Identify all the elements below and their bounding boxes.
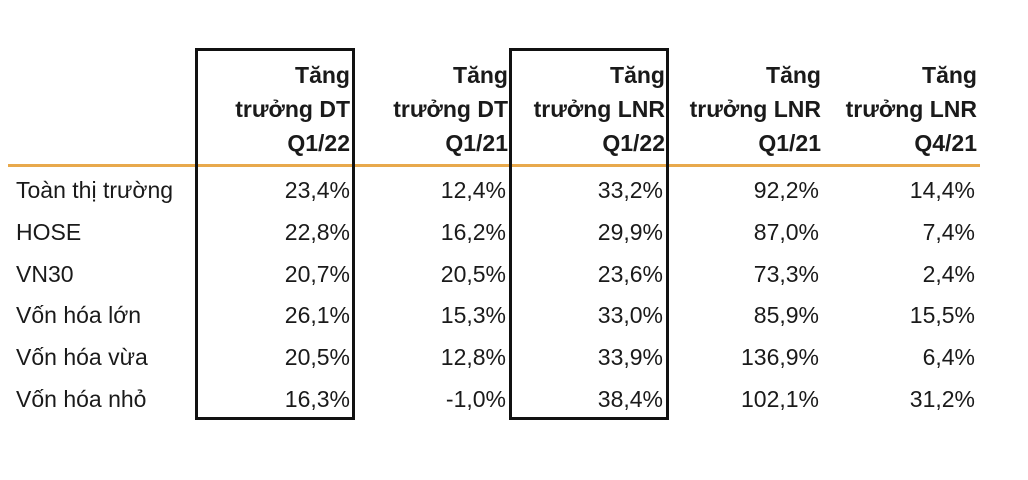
column-header-line: Q1/22 <box>602 130 665 156</box>
column-header-line: Q1/21 <box>445 130 508 156</box>
table-cell: 38,4% <box>597 386 663 412</box>
table-cell: 92,2% <box>753 177 819 203</box>
table-cell: 2,4% <box>922 261 975 287</box>
column-header-lnr-q1-22: Tăng trưởng LNR Q1/22 <box>534 58 665 160</box>
table-cell: 20,5% <box>440 261 506 287</box>
table-cell: 33,0% <box>597 302 663 328</box>
column-header-line: Tăng <box>610 62 665 88</box>
table-cell: 16,3% <box>284 386 350 412</box>
column-header-line: trưởng LNR <box>845 96 977 122</box>
column-header-line: trưởng DT <box>393 96 508 122</box>
column-header-line: trưởng LNR <box>689 96 821 122</box>
table-cell: 136,9% <box>740 344 819 370</box>
table-cell: 33,2% <box>597 177 663 203</box>
column-header-line: Tăng <box>766 62 821 88</box>
header-divider <box>8 164 980 167</box>
row-label: Vốn hóa nhỏ <box>16 386 147 412</box>
table-cell: 12,4% <box>440 177 506 203</box>
table-cell: 16,2% <box>440 219 506 245</box>
table-cell: 33,9% <box>597 344 663 370</box>
row-label: Vốn hóa lớn <box>16 302 142 328</box>
column-header-lnr-q4-21: Tăng trưởng LNR Q4/21 <box>846 58 977 160</box>
table-cell: 12,8% <box>440 344 506 370</box>
highlight-box-dt-q1-22 <box>195 48 355 420</box>
table-cell: 22,8% <box>284 219 350 245</box>
column-header-line: trưởng LNR <box>533 96 665 122</box>
column-header-lnr-q1-21: Tăng trưởng LNR Q1/21 <box>690 58 821 160</box>
row-label: Vốn hóa vừa <box>16 344 148 370</box>
table-cell: 73,3% <box>753 261 819 287</box>
table-cell: -1,0% <box>445 386 506 412</box>
table-cell: 7,4% <box>922 219 975 245</box>
column-header-dt-q1-21: Tăng trưởng DT Q1/21 <box>393 58 508 160</box>
column-header-line: Q4/21 <box>914 130 977 156</box>
table-cell: 6,4% <box>922 344 975 370</box>
table-cell: 20,7% <box>284 261 350 287</box>
table-cell: 15,5% <box>909 302 975 328</box>
column-header-line: Q1/21 <box>758 130 821 156</box>
column-header-line: Q1/22 <box>287 130 350 156</box>
highlight-box-lnr-q1-22 <box>509 48 669 420</box>
table-cell: 14,4% <box>909 177 975 203</box>
row-label: VN30 <box>16 261 74 287</box>
table-cell: 29,9% <box>597 219 663 245</box>
table-cell: 26,1% <box>284 302 350 328</box>
table-cell: 23,6% <box>597 261 663 287</box>
column-header-dt-q1-22: Tăng trưởng DT Q1/22 <box>235 58 350 160</box>
table-cell: 23,4% <box>284 177 350 203</box>
column-header-line: Tăng <box>453 62 508 88</box>
row-label: Toàn thị trường <box>16 177 174 203</box>
column-header-line: Tăng <box>295 62 350 88</box>
table-cell: 102,1% <box>740 386 819 412</box>
table-cell: 15,3% <box>440 302 506 328</box>
column-header-line: trưởng DT <box>235 96 350 122</box>
column-header-line: Tăng <box>922 62 977 88</box>
table-cell: 31,2% <box>909 386 975 412</box>
table-cell: 20,5% <box>284 344 350 370</box>
table-cell: 85,9% <box>753 302 819 328</box>
row-label: HOSE <box>16 219 82 245</box>
table-cell: 87,0% <box>753 219 819 245</box>
